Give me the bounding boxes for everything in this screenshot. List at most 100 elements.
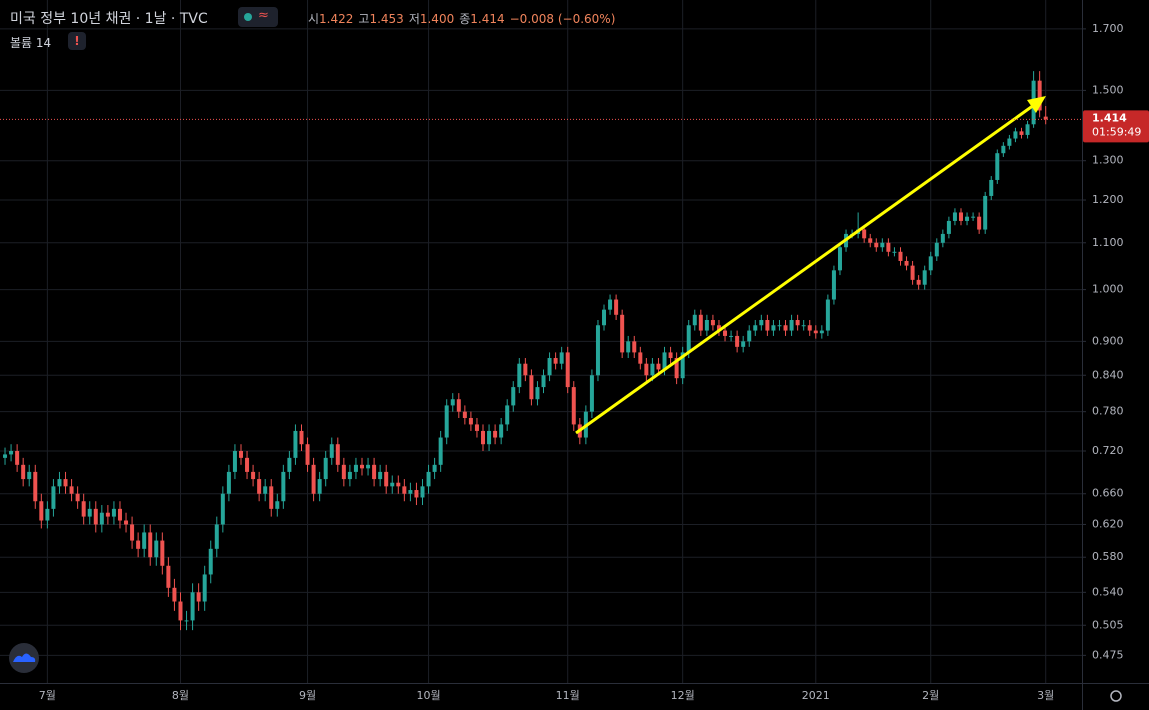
candle-body — [765, 319, 770, 331]
candle-body — [257, 479, 262, 494]
candle-body — [680, 352, 685, 379]
candle-body — [366, 464, 371, 469]
candle-body — [971, 216, 976, 218]
candle-body — [462, 411, 467, 419]
candle-body — [735, 335, 740, 347]
ohlc-values: 시1.422 고1.453 저1.400 종1.414 −0.008 (−0.60%) — [308, 10, 620, 27]
candle-body — [232, 450, 237, 472]
candle-body — [638, 352, 643, 364]
candle-body — [474, 424, 479, 431]
candle-body — [789, 319, 794, 331]
x-tick-label: 3월 — [1037, 689, 1054, 702]
candle-body — [481, 430, 486, 445]
candle-body — [45, 508, 50, 521]
candle-body — [438, 437, 443, 465]
y-tick-label: 1.200 — [1092, 193, 1124, 206]
status-icons[interactable]: ≈ — [238, 7, 278, 27]
trend-line[interactable] — [575, 103, 1035, 435]
candle-body — [353, 464, 358, 472]
ohlc-value: 1.453 — [369, 12, 404, 26]
y-tick-label: 0.580 — [1092, 550, 1124, 563]
settings-icon[interactable] — [1110, 690, 1122, 702]
candle-body — [341, 464, 346, 480]
candle-body — [807, 325, 812, 331]
candle-body — [753, 325, 758, 331]
ohlc-label: 종 — [459, 12, 471, 26]
trend-arrow[interactable] — [575, 96, 1046, 435]
x-tick-label: 9월 — [299, 689, 316, 702]
candle-body — [595, 325, 600, 376]
candle-body — [323, 457, 328, 480]
candle-body — [529, 375, 534, 400]
candle-body — [142, 532, 147, 549]
candle-body — [541, 375, 546, 388]
x-tick-label: 2021 — [802, 689, 830, 702]
candle-body — [487, 430, 492, 445]
candle-body — [251, 471, 256, 480]
candle-body — [396, 482, 401, 487]
x-tick-label: 8월 — [172, 689, 189, 702]
candle-body — [632, 341, 637, 353]
candle-body — [940, 233, 945, 243]
candle-body — [414, 490, 419, 498]
x-tick-label: 12월 — [671, 689, 695, 702]
candle-body — [686, 325, 691, 353]
candle-body — [172, 587, 177, 602]
x-tick-label: 10월 — [416, 689, 440, 702]
candle-body — [777, 325, 782, 327]
candle-body — [63, 479, 68, 487]
candle-body — [922, 270, 927, 285]
candle-body — [372, 464, 377, 480]
candle-body — [444, 405, 449, 438]
symbol-title[interactable]: 미국 정부 10년 채권 · 1날 · TVC — [10, 11, 208, 27]
x-tick-label: 7월 — [39, 689, 56, 702]
candle-body — [390, 482, 395, 487]
candle-body — [934, 242, 939, 257]
candle-body — [347, 471, 352, 480]
candle-body — [723, 330, 728, 336]
y-tick-label: 0.620 — [1092, 517, 1124, 530]
candle-body — [317, 479, 322, 494]
candle-body — [1019, 131, 1024, 135]
candle-body — [565, 352, 570, 388]
candle-body — [946, 220, 951, 234]
candle-body — [202, 574, 207, 602]
volume-label: 볼륨 — [10, 36, 33, 50]
axes: 1.700 1.500 1.300 1.200 1.100 1.000 0.900 0.840… — [0, 22, 1149, 702]
candle-body — [517, 363, 522, 388]
candle-body — [33, 471, 38, 502]
candle-body — [196, 592, 201, 602]
candle-body — [965, 216, 970, 221]
ohlc-label: 시 — [308, 12, 320, 26]
market-dot — [244, 13, 252, 21]
y-tick-label: 1.300 — [1092, 154, 1124, 167]
candle-body — [87, 508, 92, 517]
candle-body — [862, 229, 867, 239]
candle-body — [39, 501, 44, 521]
candle-body — [148, 532, 153, 558]
y-tick-label: 0.900 — [1092, 334, 1124, 347]
candle-body — [208, 548, 213, 575]
candle-body — [952, 212, 957, 221]
candle-body — [275, 501, 280, 509]
candle-body — [1037, 80, 1042, 111]
candle-body — [178, 601, 183, 621]
arrow-head[interactable] — [1027, 96, 1046, 113]
candle-body — [916, 279, 921, 285]
candle-body — [214, 524, 219, 549]
candle-body — [674, 358, 679, 379]
price-change: −0.008 (−0.60%) — [509, 12, 616, 26]
candle-body — [1043, 116, 1048, 120]
warning-icon[interactable]: ! — [68, 32, 86, 50]
candle-body — [51, 486, 56, 509]
candles — [3, 71, 1048, 631]
candle-body — [130, 524, 135, 541]
x-tick-label: 2월 — [922, 689, 939, 702]
candle-body — [710, 319, 715, 326]
last-price-label: 1.414 — [1092, 111, 1127, 124]
candle-body — [402, 486, 407, 494]
candle-body — [99, 512, 104, 525]
candle-body — [245, 457, 250, 472]
ohlc-label: 고 — [358, 12, 370, 26]
